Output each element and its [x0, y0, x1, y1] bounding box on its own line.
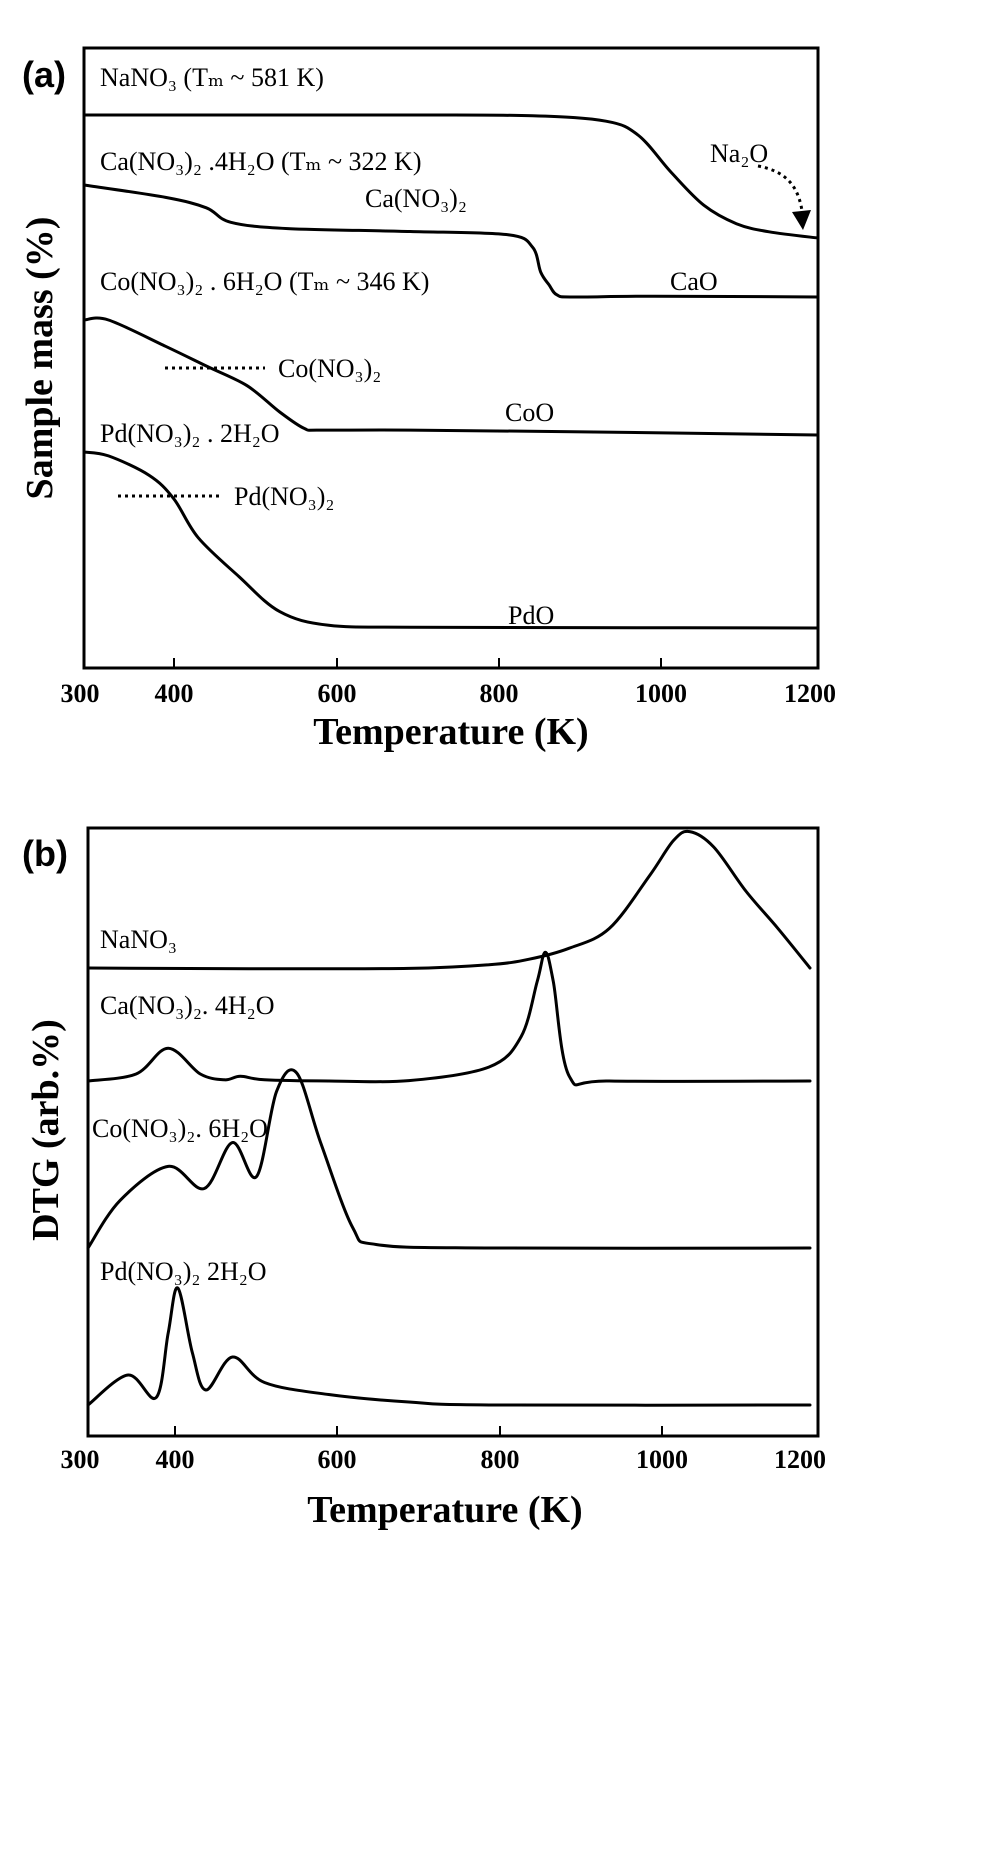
- na2o-pointer-line: [757, 164, 805, 219]
- plot-frame-a: [82, 46, 820, 670]
- x-axis-label-b: Temperature (K): [307, 1489, 582, 1531]
- series-line-pd-nitrate: [86, 1286, 812, 1407]
- series-label-ca-nitrate: Ca(NO₃)₂. 4H₂O: [100, 991, 275, 1020]
- plot-frame-b: [86, 826, 820, 1438]
- x-tick-label: 600: [318, 679, 357, 708]
- annotation-coo: CoO: [505, 398, 554, 427]
- annotation-cao: CaO: [670, 267, 718, 296]
- annotation-na2o: Na₂O: [710, 139, 768, 168]
- annotation-ca-nitrate: Ca(NO₃)₂: [365, 184, 467, 213]
- x-tick-label: 800: [480, 679, 519, 708]
- x-tick-label: 1000: [635, 679, 687, 708]
- tga-panel: (a) 300 400 600 800 1000 1200 Temperatur…: [19, 46, 836, 753]
- series-line-pd-nitrate: [82, 450, 820, 630]
- series-label-co-nitrate: Co(NO₃)₂. 6H₂O: [92, 1114, 268, 1143]
- panel-b-label: (b): [22, 833, 68, 874]
- x-axis-label-a: Temperature (K): [313, 711, 588, 753]
- series-label-co-nitrate: Co(NO₃)₂ . 6H₂O (Tₘ ~ 346 K): [100, 267, 429, 296]
- series-label-ca-nitrate: Ca(NO₃)₂ .4H₂O (Tₘ ~ 322 K): [100, 147, 421, 176]
- dtg-panel: (b) 300 400 600 800 1000 1200 Temperatur…: [22, 826, 826, 1531]
- series-label-nano3: NaNO₃: [100, 925, 177, 954]
- series-line-ca-nitrate: [82, 183, 820, 299]
- y-axis-label-a: Sample mass (%): [19, 217, 61, 500]
- annotation-co-nitrate: Co(NO₃)₂: [278, 354, 381, 383]
- series-label-pd-nitrate: Pd(NO₃)₂ 2H₂O: [100, 1257, 267, 1286]
- annotation-pd-nitrate: Pd(NO₃)₂: [234, 482, 334, 511]
- x-tick-label: 300: [61, 1445, 100, 1474]
- na2o-arrowhead-icon: [792, 210, 811, 230]
- series-line-nano3: [82, 113, 820, 240]
- series-line-nano3: [86, 829, 812, 971]
- x-tick-label: 400: [156, 1445, 195, 1474]
- x-tick-label: 300: [61, 679, 100, 708]
- x-tick-label: 800: [481, 1445, 520, 1474]
- series-label-nano3: NaNO₃ (Tₘ ~ 581 K): [100, 63, 324, 92]
- x-tick-label: 1000: [636, 1445, 688, 1474]
- annotation-pdo: PdO: [508, 601, 554, 630]
- panel-a-label: (a): [22, 54, 66, 95]
- series-line-co-nitrate: [86, 1068, 812, 1250]
- x-tick-label: 400: [155, 679, 194, 708]
- x-tick-label: 1200: [774, 1445, 826, 1474]
- x-ticks-a: [173, 658, 662, 668]
- x-tick-label: 600: [318, 1445, 357, 1474]
- series-line-ca-nitrate: [86, 950, 812, 1087]
- series-label-pd-nitrate: Pd(NO₃)₂ . 2H₂O: [100, 419, 280, 448]
- series-line-co-nitrate: [82, 316, 820, 437]
- y-axis-label-b: DTG (arb.%): [25, 1019, 67, 1241]
- x-ticks-b: [174, 1426, 663, 1436]
- x-tick-label: 1200: [784, 679, 836, 708]
